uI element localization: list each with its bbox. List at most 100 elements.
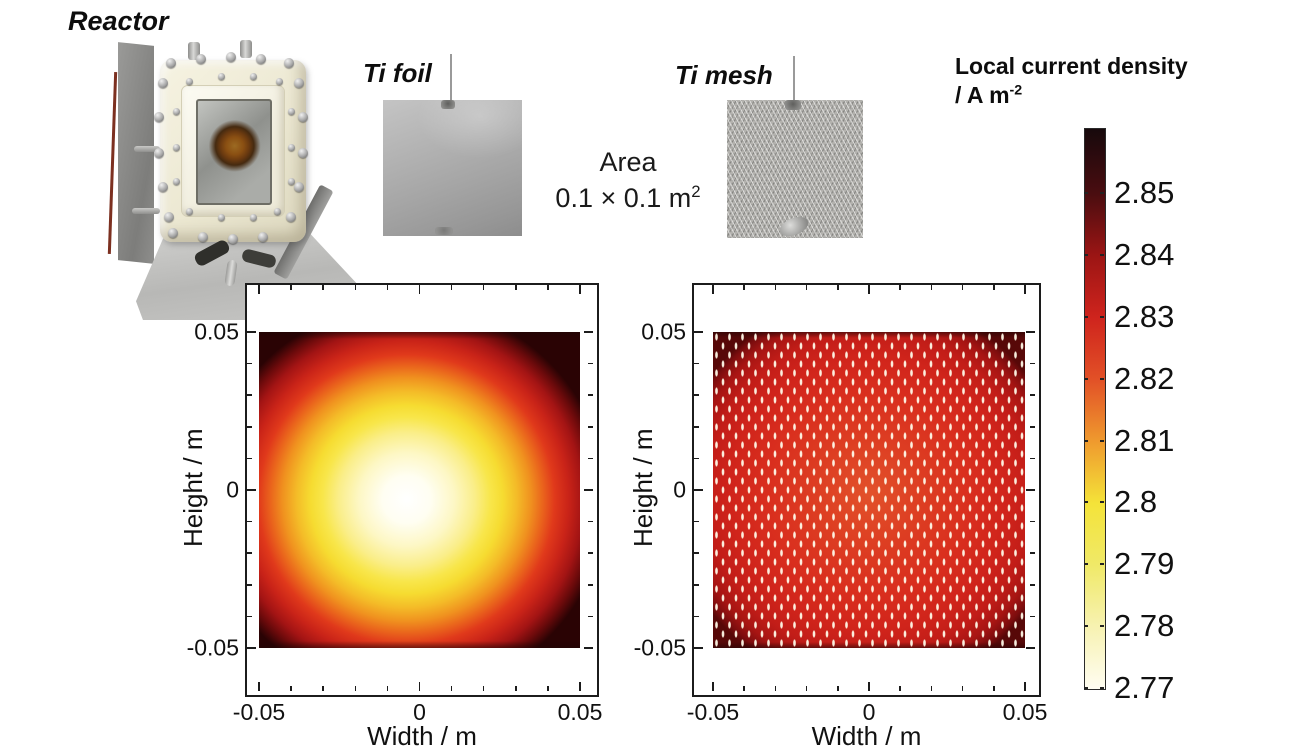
colorbar-tick: [1084, 377, 1088, 380]
axis-tick: [805, 686, 808, 691]
ti-foil-bottom-mark: [435, 227, 453, 235]
colorbar-tick: [1084, 192, 1088, 194]
reactor-label: Reactor: [68, 6, 169, 36]
ti-foil-clip: [441, 100, 455, 109]
colorbar-title-line1: Local current density: [955, 53, 1188, 79]
axis-tick: [386, 285, 389, 290]
bolt-icon: [226, 52, 236, 62]
axis-tick: [993, 686, 995, 691]
axis-tick: [774, 285, 777, 290]
colorbar-tick-label: 2.8: [1114, 484, 1158, 520]
axis-tick: [247, 426, 252, 428]
axis-tick: [1030, 552, 1035, 554]
axis-tick: [1024, 682, 1026, 691]
x-axis-title-right: Width / m: [811, 721, 922, 746]
axis-tick: [868, 285, 870, 294]
axis-tick: [1024, 285, 1026, 294]
axis-tick: [247, 457, 252, 460]
axis-tick: [588, 552, 593, 554]
axis-tick: [694, 584, 699, 586]
axis-tick: [694, 426, 699, 428]
bolt-icon: [288, 178, 295, 185]
bolt-icon: [173, 108, 180, 115]
colorbar-tick: [1084, 563, 1088, 566]
colorbar-tick: [1100, 501, 1104, 504]
colorbar-title-exponent: -2: [1009, 82, 1023, 99]
reactor-photo: [78, 34, 370, 326]
axis-tick: [1030, 615, 1035, 618]
axis-tick: [386, 686, 389, 691]
axis-tick: [694, 647, 703, 649]
axis-tick: [418, 682, 421, 691]
ti-mesh-wire: [793, 56, 795, 102]
axis-tick: [694, 331, 703, 333]
bolt-icon: [276, 78, 283, 85]
area-label: Area: [599, 147, 657, 177]
axis-tick: [805, 285, 808, 290]
bolt-icon: [154, 148, 164, 158]
axis-tick: [247, 394, 252, 396]
colorbar-tick: [1100, 377, 1104, 380]
axis-tick: [1030, 362, 1035, 365]
bolt-icon: [158, 182, 168, 192]
bolt-icon: [166, 58, 176, 68]
axis-tick: [588, 615, 593, 618]
axis-tick: [418, 285, 421, 294]
axis-tick: [584, 331, 593, 333]
colorbar-tick-label: 2.82: [1114, 360, 1175, 396]
axis-tick: [258, 285, 260, 294]
axis-tick: [694, 615, 699, 618]
colorbar-title-line2: / A m-2: [955, 81, 1023, 108]
axis-tick: [322, 285, 324, 290]
axis-tick: [588, 584, 593, 586]
plot-frame-ti-foil: Width / m -0.05 0 0.05 0.05 0 -0.05: [187, 283, 602, 746]
y-tick-label: -0.05: [186, 634, 239, 661]
axis-tick: [774, 686, 777, 691]
axis-tick: [290, 285, 292, 290]
x-tick-label: -0.05: [686, 699, 740, 725]
bolt-icon: [298, 148, 308, 158]
bolt-icon: [218, 73, 225, 80]
bolt-icon: [258, 232, 268, 242]
axis-tick: [247, 552, 252, 554]
area-exponent: 2: [691, 182, 701, 202]
axis-tick: [694, 489, 703, 491]
colorbar-tick: [1100, 687, 1104, 689]
axis-tick: [868, 682, 870, 691]
axis-tick: [584, 489, 593, 491]
y-tick-label: 0: [673, 476, 686, 503]
axis-tick: [712, 682, 714, 691]
bolt-icon: [250, 214, 257, 221]
axis-tick: [743, 686, 745, 691]
axis-tick: [579, 285, 581, 294]
y-tick-label: 0.05: [641, 318, 686, 345]
axis-tick: [450, 686, 453, 691]
bolt-icon: [250, 73, 257, 80]
axis-tick: [247, 331, 256, 333]
ti-foil-wire: [450, 54, 452, 102]
bolt-icon: [173, 178, 180, 185]
axis-tick: [258, 682, 260, 691]
axis-tick: [899, 686, 901, 691]
axis-tick: [1030, 520, 1035, 523]
bolt-icon: [186, 78, 193, 85]
axis-tick: [1026, 489, 1035, 491]
y-axis-title-left: Height / m: [178, 428, 208, 548]
axis-tick: [930, 686, 933, 691]
ti-foil-label: Ti foil: [363, 58, 432, 88]
axis-tick: [930, 285, 933, 290]
heatmap-ti-foil: [259, 332, 580, 648]
bolt-icon: [198, 232, 208, 242]
bolt-icon: [274, 208, 281, 215]
bolt-icon: [228, 234, 238, 244]
axis-tick: [584, 647, 593, 649]
axis-tick: [694, 394, 699, 396]
axis-tick: [588, 362, 593, 365]
area-value: 0.1 × 0.1 m2: [555, 182, 701, 214]
ti-foil-image: [383, 100, 522, 236]
axis-tick: [1026, 331, 1035, 333]
axis-tick: [588, 394, 593, 396]
colorbar-tick-label: 2.81: [1114, 422, 1175, 458]
colorbar-tick: [1100, 625, 1104, 628]
axis-tick: [290, 686, 292, 691]
